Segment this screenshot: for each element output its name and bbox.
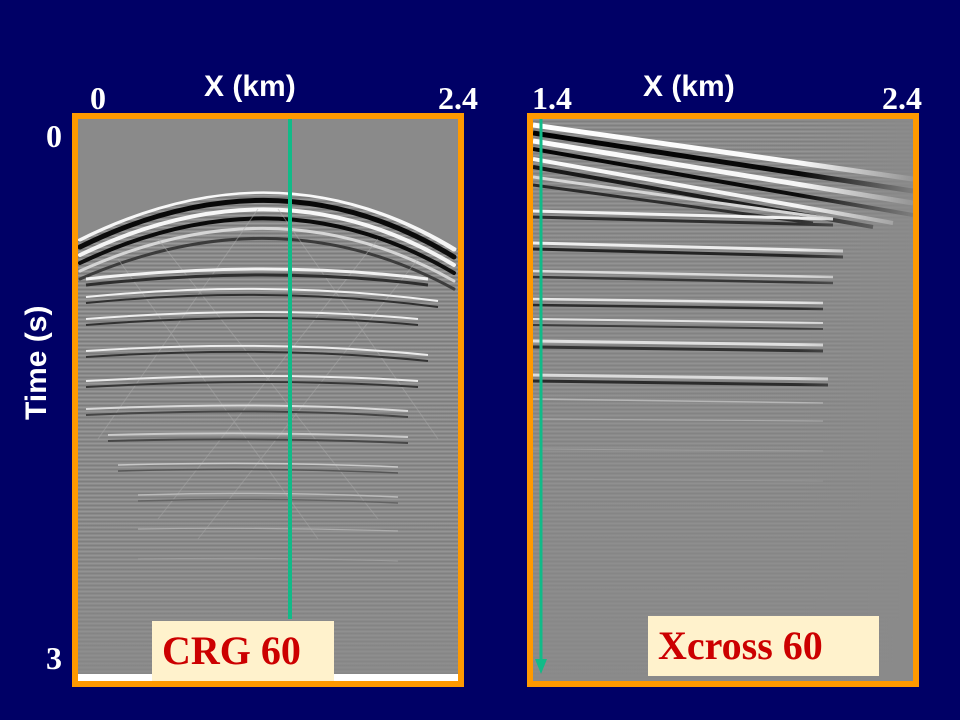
crg-seismic-image	[78, 119, 458, 681]
y-bottom-label: 3	[46, 640, 62, 676]
right-x-axis-title: X (km)	[643, 70, 735, 103]
right-x-max-label: 2.4	[882, 80, 922, 116]
right-x-min-label: 1.4	[532, 80, 572, 116]
crg-caption: CRG 60	[152, 621, 334, 681]
xcross-seismic-image	[533, 119, 913, 681]
left-x-axis-title: X (km)	[204, 70, 296, 103]
xcross-panel	[527, 113, 919, 687]
y-top-label: 0	[46, 118, 62, 154]
y-axis-title: Time (s)	[20, 305, 53, 420]
xcross-caption: Xcross 60	[648, 616, 879, 676]
crg-trace-line	[288, 119, 292, 619]
left-x-min-label: 0	[90, 80, 106, 116]
left-x-max-label: 2.4	[438, 80, 478, 116]
xcross-time-arrow	[535, 119, 547, 674]
crg-panel	[72, 113, 464, 687]
